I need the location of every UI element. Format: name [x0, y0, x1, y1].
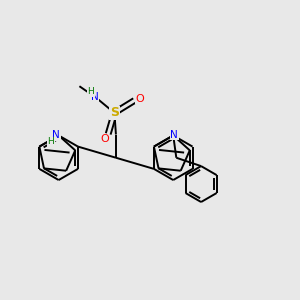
Text: O: O	[100, 134, 109, 145]
Text: O: O	[135, 94, 144, 104]
Text: N: N	[52, 130, 60, 140]
Text: N: N	[170, 130, 178, 140]
Text: H: H	[48, 137, 54, 146]
Text: H: H	[88, 87, 94, 96]
Text: S: S	[110, 106, 119, 119]
Text: N: N	[91, 92, 99, 102]
